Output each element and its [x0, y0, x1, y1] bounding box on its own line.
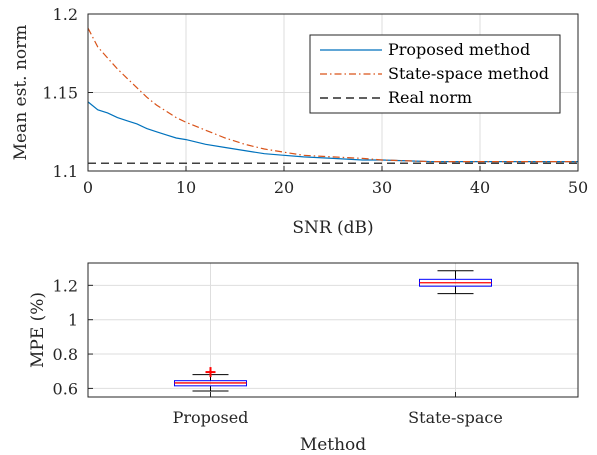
top-legend: Proposed method State-space method Real no…	[309, 34, 561, 114]
top-x-axis-label: SNR (dB)	[292, 218, 373, 238]
top-x-tick-labels: 0 10 20 30 40 50	[83, 178, 588, 197]
top-y-tick-label: 1.15	[42, 84, 78, 103]
boxplot-0	[174, 367, 247, 392]
series-line-1	[87, 27, 578, 163]
bottom-y-tick-labels: 0.6 0.8 1 1.2	[53, 276, 78, 398]
boxplots	[174, 270, 492, 392]
mpe-boxplot-chart: Proposed State-space 0.6 0.8 1 1.2 Method MP…	[28, 262, 579, 455]
bottom-y-tick-label: 0.6	[53, 379, 78, 398]
bottom-y-tick-label: 1	[68, 311, 78, 330]
bottom-y-axis-label: MPE (%)	[28, 292, 48, 368]
bottom-x-tick-labels: Proposed State-space	[173, 408, 503, 427]
boxplot-1	[419, 270, 492, 295]
top-x-tick-label: 40	[470, 178, 490, 197]
outlier-marker	[205, 367, 216, 378]
top-y-tick-labels: 1.1 1.15 1.2	[42, 5, 78, 181]
top-series	[87, 27, 578, 164]
legend-label-1: State-space method	[388, 64, 549, 83]
top-x-tick-label: 30	[372, 178, 392, 197]
top-x-tick-label: 0	[83, 178, 93, 197]
bottom-axes-frame	[87, 262, 579, 398]
top-axes-frame	[87, 13, 579, 172]
series-line-0	[87, 101, 578, 163]
top-x-tick-label: 50	[568, 178, 588, 197]
bottom-y-tick-label: 0.8	[53, 345, 78, 364]
bottom-y-tick-label: 1.2	[53, 276, 78, 295]
snr-norm-chart: 0 10 20 30 40 50 1.1 1.15 1.2 SNR (dB) Mean est…	[11, 5, 588, 238]
bottom-x-axis-label: Method	[300, 435, 366, 455]
top-x-tick-label: 10	[176, 178, 196, 197]
top-x-tick-label: 20	[274, 178, 294, 197]
top-y-tick-label: 1.1	[53, 162, 78, 181]
legend-label-2: Real norm	[388, 88, 472, 107]
top-y-tick-label: 1.2	[53, 5, 78, 24]
top-y-axis-label: Mean est. norm	[11, 25, 31, 161]
bottom-x-tick-label: State-space	[408, 408, 503, 427]
bottom-grid	[88, 263, 578, 397]
bottom-x-tick-label: Proposed	[173, 408, 249, 427]
legend-label-0: Proposed method	[388, 40, 530, 59]
